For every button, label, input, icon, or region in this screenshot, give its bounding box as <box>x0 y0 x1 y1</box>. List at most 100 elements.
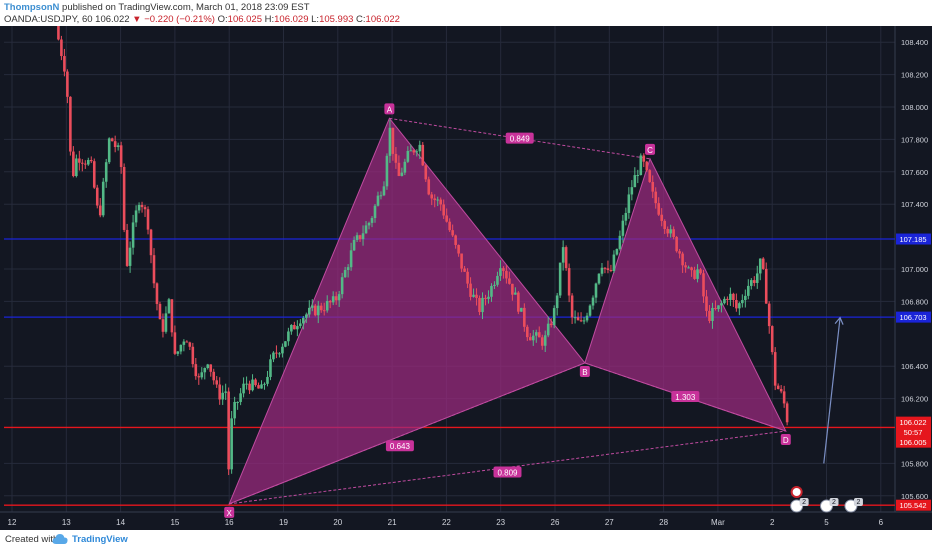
event-count-label: 2 <box>832 499 836 506</box>
time-tick-label: 20 <box>333 518 342 527</box>
candle-body <box>418 144 422 152</box>
candle-body <box>732 293 735 301</box>
candle-body <box>349 250 353 268</box>
candle-body <box>472 294 475 297</box>
candle-body <box>63 56 66 72</box>
candle-body <box>164 313 168 332</box>
candle-body <box>98 205 102 216</box>
pattern-point-badge <box>384 103 395 115</box>
price-tick-label: 107.000 <box>901 265 928 274</box>
candle-body <box>275 352 278 354</box>
price-tick-label: 105.800 <box>901 459 928 468</box>
candle-body <box>179 344 183 352</box>
candle-body <box>188 342 192 347</box>
time-tick-label: 5 <box>824 518 829 527</box>
candle-body <box>705 296 708 311</box>
candle-body <box>427 179 431 195</box>
candle-body <box>101 181 105 216</box>
candle-body <box>182 341 186 345</box>
candle-body <box>606 268 610 270</box>
candle-body <box>576 317 580 321</box>
pattern-point-label: X <box>227 509 233 518</box>
candle-body <box>185 341 189 343</box>
close-value: 106.022 <box>365 14 400 25</box>
candle-body <box>107 138 111 163</box>
candle-body <box>490 285 493 297</box>
candle-body <box>92 161 96 188</box>
pattern-point-label: C <box>647 146 653 155</box>
candle-body <box>693 270 696 279</box>
candle-body <box>242 383 245 394</box>
candle-body <box>627 194 631 213</box>
projection-arrow-line <box>823 317 841 464</box>
candle-body <box>248 383 251 391</box>
candle-body <box>131 222 135 248</box>
time-tick-label: 13 <box>62 518 71 527</box>
candle-body <box>221 392 224 400</box>
candle-body <box>481 297 484 313</box>
candle-body <box>134 210 138 223</box>
price-chart[interactable]: 105.600 105.800 106.200 106.400 106.800 107.0… <box>0 26 932 530</box>
candle-body <box>528 337 532 341</box>
candle-body <box>122 166 126 230</box>
ratio-badge <box>493 466 522 478</box>
candle-body <box>290 324 293 332</box>
candle-body <box>651 181 655 192</box>
candle-body <box>591 297 595 306</box>
candle-body <box>230 418 233 470</box>
candle-body <box>287 331 290 342</box>
candle-body <box>412 150 416 153</box>
candle-body <box>639 155 643 176</box>
candle-body <box>460 253 463 269</box>
candle-body <box>636 175 640 177</box>
time-tick-label: 2 <box>770 518 775 527</box>
candle-body <box>343 270 347 278</box>
candle-body <box>251 379 254 391</box>
price-axis-tag-label: 106.703 <box>899 313 926 322</box>
candle-body <box>313 305 317 316</box>
candle-body <box>236 401 239 403</box>
candle-body <box>442 204 445 216</box>
candle-body <box>514 292 517 295</box>
candle-body <box>72 151 75 177</box>
candle-body <box>370 218 374 223</box>
candle-body <box>209 364 213 372</box>
candle-body <box>385 155 389 187</box>
candle-body <box>299 323 302 327</box>
candle-body <box>457 244 460 254</box>
price-axis-tag-label: 107.185 <box>899 235 926 244</box>
candle-body <box>621 220 625 236</box>
candle-body <box>648 170 652 182</box>
candle-body <box>113 141 117 148</box>
price-tick-label: 106.400 <box>901 362 928 371</box>
candle-body <box>170 299 174 333</box>
candle-body <box>603 267 607 269</box>
candle-body <box>738 303 741 309</box>
candle-body <box>466 271 469 284</box>
time-tick-label: 16 <box>225 518 234 527</box>
ratio-label: 0.643 <box>390 442 411 451</box>
candle-body <box>741 300 744 304</box>
tradingview-brand[interactable]: TradingView <box>72 534 128 545</box>
projection-arrow-head <box>834 316 844 325</box>
price-change: −0.220 (−0.21%) <box>144 14 215 25</box>
time-tick-label: 23 <box>496 518 505 527</box>
candle-body <box>325 300 329 311</box>
candle-body <box>400 172 404 176</box>
candle-body <box>642 155 646 162</box>
candle-body <box>436 199 440 201</box>
low-label: L: <box>311 14 320 25</box>
candle-body <box>726 298 729 300</box>
candle-body <box>764 268 768 304</box>
candle-body <box>508 278 511 284</box>
price-axis-tag <box>896 416 931 428</box>
candle-body <box>167 299 171 314</box>
candle-body <box>758 258 762 274</box>
candle-body <box>752 280 756 283</box>
candle-body <box>520 307 523 312</box>
author-name[interactable]: ThompsonN <box>4 2 60 13</box>
candle-body <box>281 346 284 354</box>
price-tick-label: 108.400 <box>901 38 928 47</box>
pattern-point-label: D <box>783 436 789 445</box>
candle-body <box>454 235 457 245</box>
